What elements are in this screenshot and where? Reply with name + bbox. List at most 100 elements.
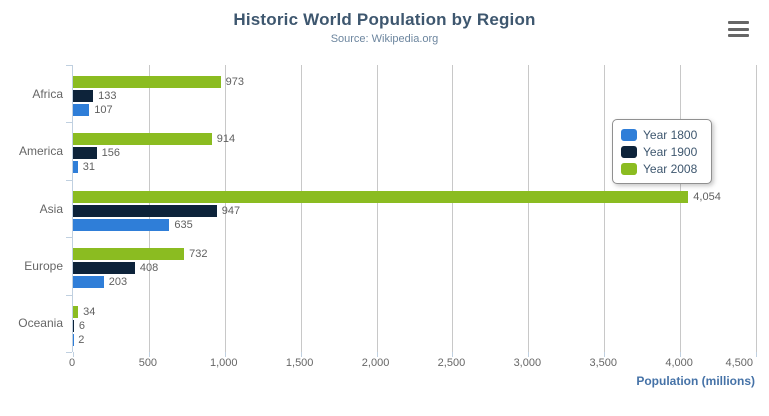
x-axis-title: Population (millions) bbox=[636, 374, 755, 388]
x-axis-tick bbox=[604, 352, 606, 357]
bar-row: 133 bbox=[73, 90, 756, 102]
bar-europe-year-2008[interactable] bbox=[73, 248, 185, 261]
bar-oceania-year-2008[interactable] bbox=[73, 305, 79, 318]
bar-europe-year-1800[interactable] bbox=[73, 276, 104, 289]
plot-area: 973 133 107 914 156 31 4,054 947 635 732 408 203 34 6… bbox=[66, 65, 757, 357]
x-tick-label: 2,000 bbox=[361, 357, 390, 369]
chart-subtitle: Source: Wikipedia.org bbox=[330, 33, 439, 45]
data-label: 156 bbox=[101, 147, 121, 160]
x-tick-label: 1,000 bbox=[210, 357, 238, 369]
y-axis-tick bbox=[66, 294, 72, 296]
y-axis-tick bbox=[66, 352, 72, 353]
bar-row: 914 bbox=[73, 133, 756, 146]
bar-oceania-year-1900[interactable] bbox=[73, 319, 74, 332]
bar-group-africa: 973 133 107 bbox=[73, 76, 756, 118]
legend-item-year-1800[interactable]: Year 1800 bbox=[621, 126, 703, 143]
data-label: 2 bbox=[78, 333, 85, 346]
bar-group-america: 914 156 31 bbox=[73, 133, 756, 175]
data-label: 34 bbox=[83, 305, 96, 318]
x-axis-tick bbox=[376, 352, 378, 357]
legend-label: Year 2008 bbox=[643, 161, 698, 176]
bar-row: 947 bbox=[73, 204, 756, 217]
bar-asia-year-1900[interactable] bbox=[73, 204, 217, 217]
legend-item-year-1900[interactable]: Year 1900 bbox=[621, 143, 703, 160]
x-axis-tick bbox=[452, 352, 454, 357]
bar-africa-year-1900[interactable] bbox=[73, 90, 94, 102]
data-label: 133 bbox=[98, 90, 117, 102]
legend-item-year-2008[interactable]: Year 2008 bbox=[621, 160, 703, 177]
x-tick-label: 3,500 bbox=[589, 357, 617, 369]
bar-group-asia: 4,054 947 635 bbox=[73, 190, 756, 233]
x-axis-tick bbox=[73, 352, 74, 357]
data-label: 408 bbox=[139, 262, 159, 275]
y-axis-tick bbox=[66, 179, 72, 181]
x-tick-label: 3,000 bbox=[513, 357, 542, 369]
bar-africa-year-1800[interactable] bbox=[73, 104, 90, 116]
bar-asia-year-2008[interactable] bbox=[73, 190, 689, 203]
data-label: 914 bbox=[216, 133, 236, 146]
x-tick-label: 2,500 bbox=[437, 357, 466, 369]
x-tick-label: 1,500 bbox=[285, 357, 314, 369]
bar-group-europe: 732 408 203 bbox=[73, 248, 756, 290]
legend: Year 1800 Year 1900 Year 2008 bbox=[612, 119, 712, 184]
bar-row: 34 bbox=[73, 305, 756, 318]
data-label: 4,054 bbox=[693, 190, 721, 203]
bar-row: 973 bbox=[73, 76, 756, 88]
data-label: 973 bbox=[225, 76, 245, 88]
gridline bbox=[224, 65, 226, 352]
legend-swatch-icon bbox=[621, 162, 637, 175]
gridline bbox=[452, 65, 454, 352]
gridline bbox=[680, 65, 682, 352]
hamburger-menu-icon[interactable] bbox=[728, 21, 749, 37]
gridline bbox=[376, 65, 378, 352]
category-label-europe: Europe bbox=[24, 258, 63, 273]
bar-row: 107 bbox=[73, 104, 756, 116]
data-label: 107 bbox=[94, 104, 113, 116]
bar-row: 31 bbox=[73, 161, 756, 174]
bar-america-year-1900[interactable] bbox=[73, 147, 97, 160]
legend-label: Year 1900 bbox=[643, 144, 698, 159]
category-label-oceania: Oceania bbox=[18, 316, 63, 331]
bar-row: 203 bbox=[73, 276, 756, 289]
gridline bbox=[528, 65, 530, 352]
category-label-africa: Africa bbox=[32, 86, 63, 101]
hamburger-bar bbox=[728, 34, 749, 37]
x-tick-label: 4,000 bbox=[665, 357, 693, 369]
x-tick-label: 500 bbox=[138, 357, 158, 369]
data-label: 6 bbox=[78, 319, 86, 332]
bar-row: 4,054 bbox=[73, 190, 756, 203]
bar-america-year-1800[interactable] bbox=[73, 161, 78, 174]
bar-america-year-2008[interactable] bbox=[73, 133, 212, 146]
bar-europe-year-1900[interactable] bbox=[73, 262, 135, 275]
y-axis-tick bbox=[66, 237, 72, 239]
x-axis-tick bbox=[756, 352, 757, 357]
gridline bbox=[604, 65, 606, 352]
x-axis-tick bbox=[224, 352, 226, 357]
legend-swatch-icon bbox=[621, 145, 637, 158]
hamburger-bar bbox=[728, 21, 749, 24]
bar-africa-year-2008[interactable] bbox=[73, 76, 221, 88]
bar-row: 408 bbox=[73, 262, 756, 275]
category-label-asia: Asia bbox=[39, 201, 63, 216]
x-tick-label: 0 bbox=[68, 357, 76, 369]
bar-row: 6 bbox=[73, 319, 756, 332]
data-label: 635 bbox=[174, 218, 193, 231]
category-label-america: America bbox=[18, 144, 63, 159]
bar-row: 2 bbox=[73, 333, 756, 346]
data-label: 31 bbox=[82, 161, 95, 174]
chart-title: Historic World Population by Region bbox=[233, 10, 536, 29]
bar-group-oceania: 34 6 2 bbox=[73, 305, 756, 348]
bar-row: 156 bbox=[73, 147, 756, 160]
x-axis-tick bbox=[148, 352, 150, 357]
x-tick-label: 4,500 bbox=[725, 357, 753, 369]
data-label: 947 bbox=[221, 204, 241, 217]
gridline bbox=[756, 65, 757, 352]
legend-label: Year 1800 bbox=[643, 127, 698, 142]
x-axis-tick bbox=[680, 352, 682, 357]
x-axis-tick bbox=[300, 352, 302, 357]
data-label: 203 bbox=[108, 276, 128, 289]
bar-asia-year-1800[interactable] bbox=[73, 218, 170, 231]
y-axis-tick bbox=[66, 122, 72, 124]
gridline bbox=[300, 65, 302, 352]
